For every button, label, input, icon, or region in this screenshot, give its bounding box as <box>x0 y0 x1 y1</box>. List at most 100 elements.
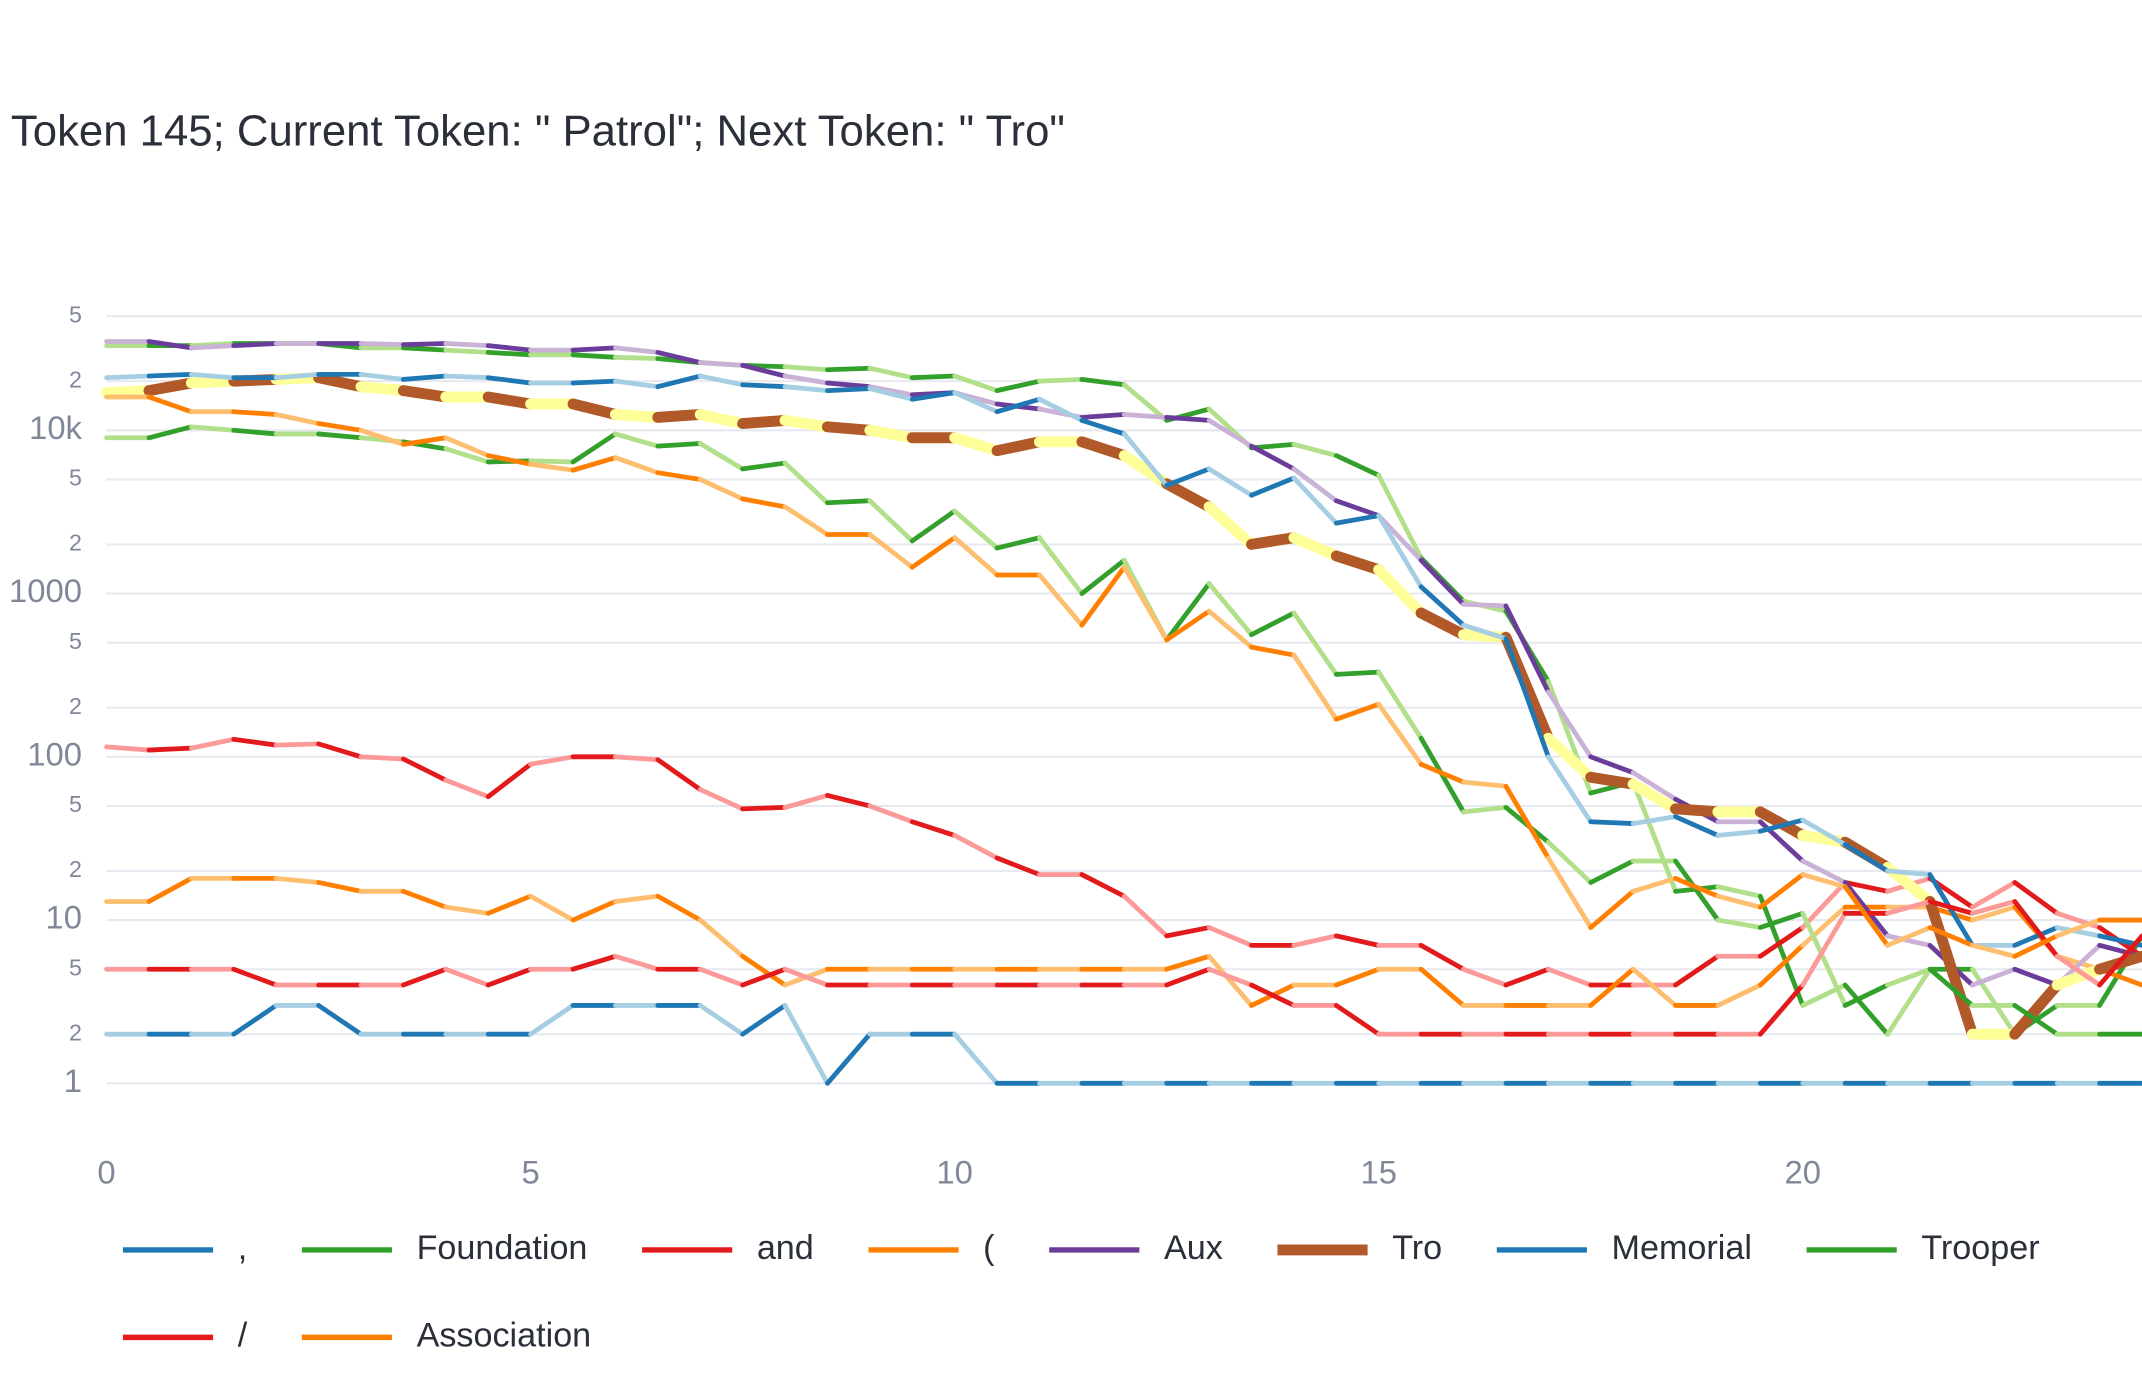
line-segment <box>231 736 279 748</box>
line-segment <box>1076 436 1130 462</box>
line-segment <box>570 352 618 360</box>
line-segment <box>1291 466 1339 504</box>
line-segment <box>1246 532 1300 550</box>
line-segment <box>485 375 533 386</box>
line-segment <box>1415 607 1469 641</box>
line-segment <box>1503 783 1551 861</box>
line-segment <box>1376 513 1424 590</box>
y-tick-label: 1000 <box>9 572 82 609</box>
line-segment <box>1291 441 1339 458</box>
line-segment <box>1333 513 1382 526</box>
line-segment <box>1333 966 1382 988</box>
line-segment <box>146 424 194 441</box>
line-segment <box>1206 608 1254 650</box>
line-segment <box>443 435 491 458</box>
line-segment <box>1800 910 1848 988</box>
line-segment <box>740 362 788 379</box>
line-segment <box>146 339 194 351</box>
line-segment <box>2012 933 2060 959</box>
line-segment <box>782 384 830 394</box>
line-segment <box>655 757 703 792</box>
line-segment <box>567 398 621 420</box>
line-segment <box>231 427 279 437</box>
line-segment <box>613 378 661 390</box>
line-segment <box>1842 982 1890 1008</box>
line-segment <box>782 460 830 506</box>
line-segment <box>1673 858 1721 923</box>
line-segment <box>273 372 321 381</box>
line-segment <box>1079 564 1127 628</box>
y-tick-label: 10k <box>29 409 82 446</box>
line-segment <box>273 412 321 426</box>
line-segment <box>358 754 406 762</box>
line-segment <box>358 372 406 382</box>
line-segment <box>1927 899 1975 916</box>
legend-item: Aux <box>1049 1229 1223 1267</box>
line-segment <box>443 446 491 465</box>
line-segment <box>1927 966 1975 1008</box>
x-tick-label: 20 <box>1785 1153 1821 1190</box>
line-segment <box>652 409 706 423</box>
line-segment <box>1376 472 1424 561</box>
line-segment <box>1203 501 1257 550</box>
line-segment <box>1715 828 1763 838</box>
line-segment <box>1288 532 1342 562</box>
line-segment <box>1545 689 1594 760</box>
line-segment <box>1333 669 1382 677</box>
y-tick-label: 2 <box>69 530 82 556</box>
line-segment <box>482 391 537 410</box>
line-segment <box>1461 966 1509 988</box>
legend-label: / <box>238 1316 248 1354</box>
line-segment <box>779 414 833 433</box>
line-segment <box>273 741 321 748</box>
line-segment <box>825 1031 873 1086</box>
legend-label: Aux <box>1164 1229 1223 1267</box>
line-segment <box>1206 953 1254 1008</box>
line-segment <box>101 385 155 399</box>
line-segment <box>909 390 958 402</box>
line-segment <box>697 966 746 988</box>
line-segment <box>485 966 533 988</box>
line-segment <box>1079 872 1127 899</box>
line-segment <box>952 390 1000 415</box>
legend-item: Foundation <box>301 1229 588 1267</box>
line-segment <box>231 966 279 988</box>
line-segment <box>994 378 1042 394</box>
line-segment <box>2012 880 2060 916</box>
line-segment <box>1461 805 1509 815</box>
line-segment <box>1037 377 1085 384</box>
legend-item: , <box>122 1229 247 1267</box>
line-segment <box>1885 966 1933 1037</box>
line-segment <box>1588 888 1636 930</box>
line-segment <box>146 394 194 415</box>
line-segment <box>697 917 746 959</box>
x-tick-label: 0 <box>97 1153 115 1190</box>
line-segment <box>358 427 406 447</box>
legend-label: Association <box>417 1316 592 1354</box>
line-segment <box>2097 933 2142 988</box>
line-segment <box>1461 779 1509 789</box>
legend-label: Foundation <box>417 1229 588 1267</box>
line-segment <box>316 431 364 441</box>
line-segment <box>1418 584 1466 628</box>
line-segment <box>1842 842 1890 874</box>
line-segment <box>1418 942 1466 972</box>
line-segment <box>1291 652 1339 722</box>
line-segment <box>1842 880 1890 894</box>
line-segment <box>1969 904 2018 923</box>
line-segment <box>1673 876 1721 899</box>
line-segment <box>401 756 449 783</box>
line-segment <box>146 745 194 753</box>
line-segment <box>609 409 664 423</box>
line-segment <box>1885 933 1933 948</box>
line-segment <box>740 966 788 988</box>
line-segment <box>782 373 830 386</box>
line-segment <box>2009 979 2063 1040</box>
line-segment <box>1800 858 1848 885</box>
line-segment <box>1927 872 1975 948</box>
x-tick-label: 5 <box>521 1153 539 1190</box>
line-segment <box>401 888 449 910</box>
y-tick-label: 5 <box>69 954 82 980</box>
line-segment <box>2054 917 2102 939</box>
line-segment <box>397 385 452 403</box>
